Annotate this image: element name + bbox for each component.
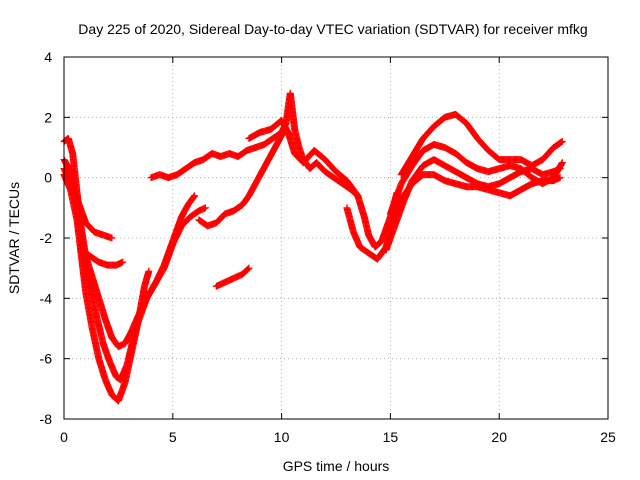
data-point	[558, 159, 566, 167]
data-point	[557, 138, 565, 146]
plot-frame	[63, 56, 609, 420]
data-point	[556, 174, 564, 182]
grid	[64, 57, 608, 419]
chart-title: Day 225 of 2020, Sidereal Day-to-day VTE…	[78, 21, 587, 37]
y-tick-label: -2	[40, 230, 53, 246]
x-axis-label: GPS time / hours	[283, 458, 390, 474]
y-tick-label: -8	[40, 411, 53, 427]
x-tick-label: 25	[600, 429, 616, 445]
y-tick-label: 0	[44, 170, 52, 186]
data-point	[243, 266, 251, 274]
x-tick-label: 5	[169, 429, 177, 445]
data-point	[119, 258, 127, 266]
data-point	[245, 264, 253, 272]
series-track-7	[212, 264, 253, 290]
data-point	[145, 267, 153, 275]
data-point	[558, 137, 566, 145]
series-track-12	[386, 140, 566, 218]
data-point	[191, 192, 199, 200]
x-tick-label: 0	[60, 429, 68, 445]
y-tick-label: 2	[44, 109, 52, 125]
x-tick-label: 20	[491, 429, 507, 445]
y-tick-label: -6	[40, 351, 53, 367]
series-track-3	[60, 134, 199, 351]
data-points	[60, 89, 566, 405]
data-point	[190, 193, 198, 201]
series-track-9	[245, 116, 401, 251]
series-track-8	[147, 89, 362, 200]
series-track-5	[77, 246, 127, 269]
series-track-4	[60, 165, 116, 242]
data-point	[244, 265, 252, 273]
y-axis-label: SDTVAR / TECUs	[6, 182, 22, 294]
data-point	[108, 234, 116, 242]
x-tick-label: 10	[274, 429, 290, 445]
y-tick-label: -4	[40, 290, 53, 306]
x-tick-label: 15	[383, 429, 399, 445]
data-point	[201, 204, 209, 212]
axis-ticks: 0 5 10 15 20 25 -8 -6 -4 -2 0 2 4	[40, 49, 616, 445]
series-track-13	[397, 110, 566, 179]
y-tick-label: 4	[44, 49, 52, 65]
